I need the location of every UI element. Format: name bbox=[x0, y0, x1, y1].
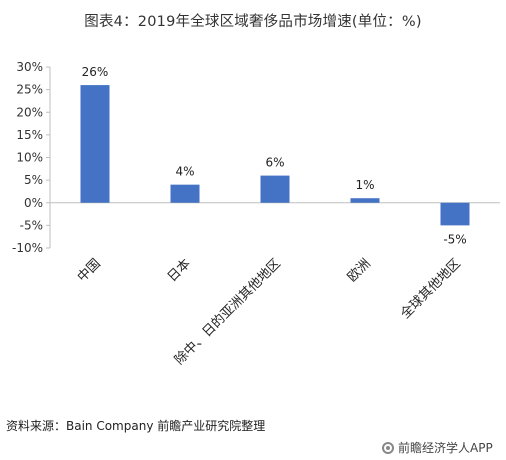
bar bbox=[350, 198, 380, 203]
y-tick-label: 5% bbox=[24, 173, 43, 187]
logo-icon bbox=[382, 441, 394, 454]
category-label: 欧洲 bbox=[345, 256, 374, 285]
y-tick-label: 15% bbox=[16, 128, 43, 142]
category-label: 日本 bbox=[165, 256, 194, 285]
value-label: 4% bbox=[175, 165, 194, 179]
source-note: 资料来源：Bain Company 前瞻产业研究院整理 bbox=[6, 419, 266, 433]
bar bbox=[440, 202, 470, 226]
chart-title: 图表4：2019年全球区域奢侈品市场增速(单位：%) bbox=[84, 14, 422, 30]
y-tick-label: 20% bbox=[16, 105, 43, 119]
y-axis-ticks: 30% 25% 20% 15% 10% 5% 0% -5% -10% bbox=[12, 60, 50, 255]
y-tick-label: 30% bbox=[16, 60, 43, 74]
y-tick-label: 25% bbox=[16, 83, 43, 97]
bar bbox=[80, 85, 110, 203]
bar bbox=[260, 175, 290, 203]
y-tick-label: 0% bbox=[24, 196, 43, 210]
value-label: 26% bbox=[82, 65, 109, 79]
value-label: -5% bbox=[443, 232, 466, 246]
value-label: 1% bbox=[355, 178, 374, 192]
watermark: 前瞻经济学人APP bbox=[382, 439, 493, 456]
bars bbox=[80, 85, 470, 226]
category-label: 中国 bbox=[75, 256, 104, 285]
y-tick-label: 10% bbox=[16, 151, 43, 165]
category-label: 全球其他地区 bbox=[397, 256, 463, 322]
y-tick-label: -5% bbox=[20, 218, 43, 232]
watermark-text: 前瞻经济学人APP bbox=[398, 441, 493, 455]
value-label: 6% bbox=[265, 156, 284, 170]
bar bbox=[170, 184, 200, 203]
value-labels: 26% 4% 6% 1% -5% bbox=[82, 65, 467, 246]
y-tick-label: -10% bbox=[12, 241, 43, 255]
